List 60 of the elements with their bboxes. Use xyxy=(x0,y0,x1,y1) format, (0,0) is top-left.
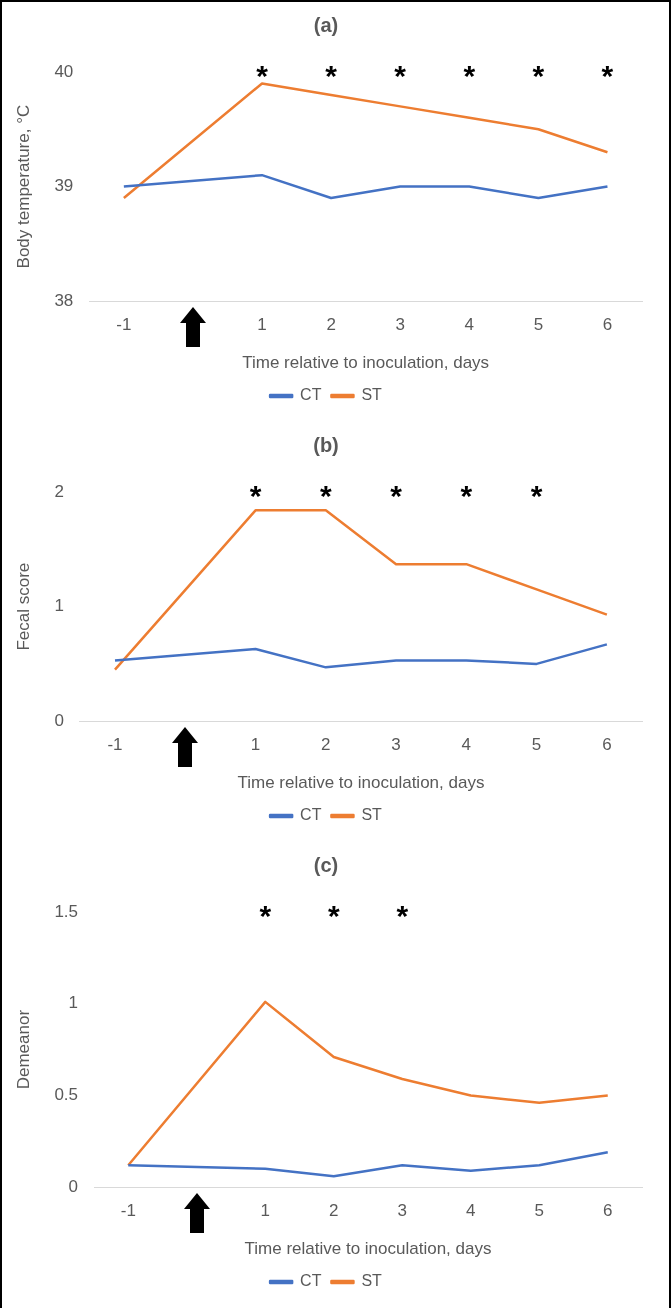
x-tick-label: 2 xyxy=(326,315,336,335)
x-tick-label: 3 xyxy=(395,315,405,335)
annotation: * xyxy=(394,59,407,93)
annotation: * xyxy=(532,59,545,93)
x-axis-title: Time relative to inoculation, days xyxy=(242,353,490,373)
y-tick-label: 0 xyxy=(54,710,64,730)
x-tick-label: 1 xyxy=(260,1201,271,1221)
legend-label: ST xyxy=(361,806,383,824)
x-tick-label: 1 xyxy=(257,315,267,335)
y-tick-label: 40 xyxy=(54,61,74,81)
y-tick-label: 2 xyxy=(54,481,64,501)
annotation: * xyxy=(396,899,409,933)
annotation: * xyxy=(325,59,338,93)
x-tick-label: 6 xyxy=(603,1201,613,1221)
x-tick-label: 6 xyxy=(602,315,613,335)
annotation: * xyxy=(259,899,272,933)
legend-label: ST xyxy=(361,1272,383,1290)
x-tick-label: 6 xyxy=(602,735,612,755)
x-tick-label: -1 xyxy=(116,315,132,335)
y-tick-label: 39 xyxy=(54,176,74,196)
annotation: * xyxy=(319,479,332,513)
x-tick-label: 2 xyxy=(329,1201,339,1221)
x-tick-label: -1 xyxy=(107,735,123,755)
legend-label: CT xyxy=(300,806,322,824)
x-tick-label: 4 xyxy=(466,1201,476,1221)
y-tick-label: 1 xyxy=(54,596,64,616)
x-axis-title: Time relative to inoculation, days xyxy=(237,773,485,793)
annotation: * xyxy=(601,59,614,93)
x-tick-label: 3 xyxy=(397,1201,407,1221)
annotation: * xyxy=(327,899,340,933)
x-tick-label: 3 xyxy=(391,735,401,755)
chart-title: (b) xyxy=(313,433,339,456)
chart-title: (a) xyxy=(313,13,339,36)
x-axis-title: Time relative to inoculation, days xyxy=(244,1239,492,1259)
y-tick-label: 38 xyxy=(54,290,74,310)
legend-label: CT xyxy=(300,386,322,404)
x-tick-label: 2 xyxy=(321,735,331,755)
x-tick-label: 1 xyxy=(250,735,261,755)
x-tick-label: 4 xyxy=(464,315,475,335)
annotation: * xyxy=(249,479,262,513)
x-tick-label: 5 xyxy=(534,1201,544,1221)
y-axis-title: Fecal score xyxy=(13,562,33,651)
y-tick-label: 0 xyxy=(68,1176,79,1196)
legend-label: ST xyxy=(361,386,383,404)
annotation: * xyxy=(460,479,473,513)
x-tick-label: 5 xyxy=(531,735,542,755)
y-axis-title: Demeanor xyxy=(13,1009,33,1090)
x-tick-label: 4 xyxy=(461,735,472,755)
y-tick-label: 1 xyxy=(68,993,79,1013)
annotation: * xyxy=(256,59,269,93)
y-axis-title: Body temperature, °C xyxy=(13,104,33,269)
annotation: * xyxy=(463,59,476,93)
annotation: * xyxy=(390,479,403,513)
x-tick-label: 5 xyxy=(533,315,544,335)
chart-title: (c) xyxy=(313,853,339,876)
legend-label: CT xyxy=(300,1272,322,1290)
annotation: * xyxy=(530,479,543,513)
x-tick-label: -1 xyxy=(120,1201,136,1221)
y-tick-label: 1.5 xyxy=(54,901,79,921)
y-tick-label: 0.5 xyxy=(54,1085,79,1105)
